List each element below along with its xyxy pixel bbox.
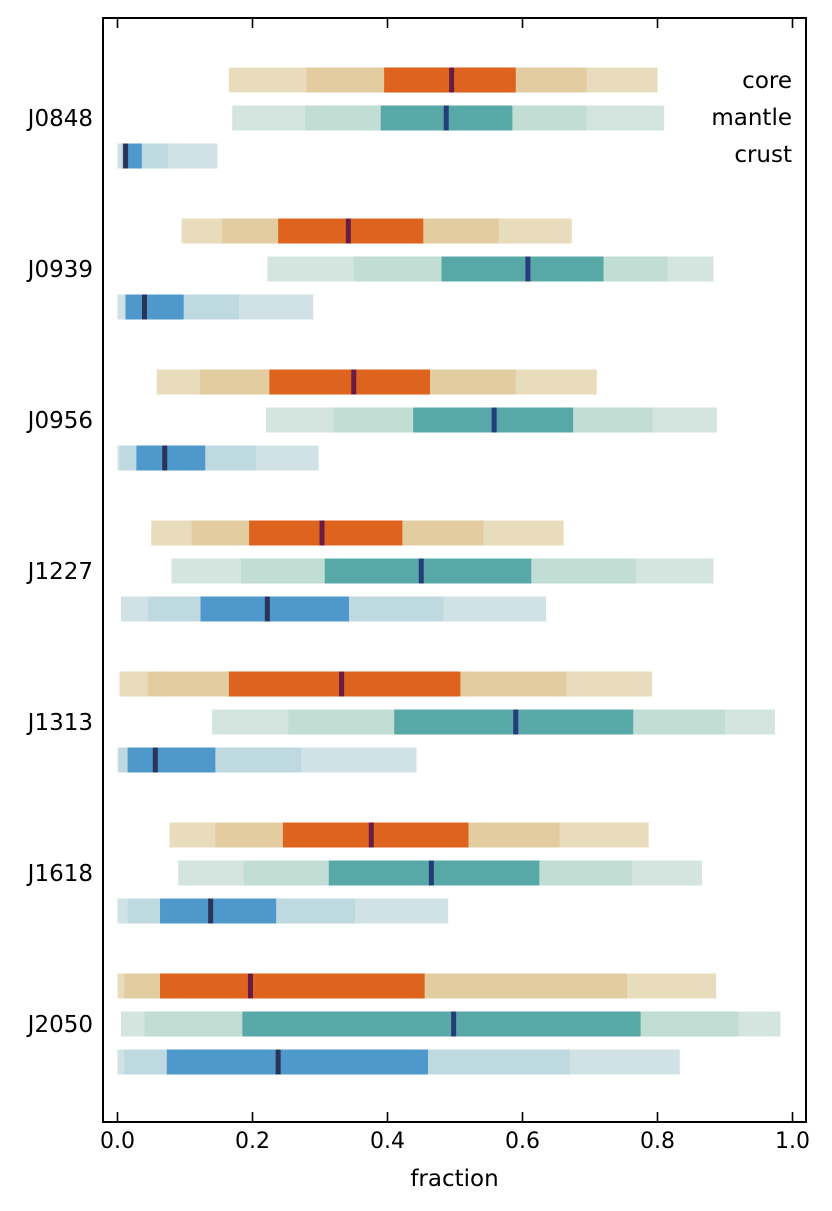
j1227-core-median-mark <box>319 520 325 546</box>
j1227-crust-inner-bar <box>200 596 350 622</box>
j1313-core-inner-bar <box>228 671 461 697</box>
j0939-crust-median-mark <box>142 294 147 320</box>
planet-group-j1227 <box>120 520 714 622</box>
j2050-crust-median-mark <box>275 1049 281 1075</box>
j1227-core-inner-bar <box>249 520 403 546</box>
j2050-mantle-inner-bar <box>242 1011 641 1037</box>
y-tick-label-j0956: J0956 <box>26 408 93 434</box>
y-tick-label-j0939: J0939 <box>26 257 93 283</box>
j1227-crust-median-mark <box>264 596 270 622</box>
y-tick-label-j1313: J1313 <box>26 710 93 736</box>
j1618-crust-inner-bar <box>160 898 277 924</box>
j2050-mantle-median-mark <box>451 1011 457 1037</box>
x-tick-label: 1.0 <box>775 1129 810 1154</box>
j0956-crust-median-mark <box>162 445 168 471</box>
j1618-core-median-mark <box>368 822 374 848</box>
j0939-crust-inner-bar <box>125 294 184 320</box>
x-tick-label: 0.8 <box>640 1129 675 1154</box>
x-tick-label: 0.6 <box>505 1129 540 1154</box>
j1313-crust-median-mark <box>152 747 158 773</box>
axes-layer: 0.0 0.2 0.4 0.6 0.8 1.0 J0848J0939J0956J1227J… <box>26 17 810 1154</box>
j0848-core-median-mark <box>449 67 455 93</box>
j2050-core-inner-bar <box>160 973 425 999</box>
bars-layer <box>117 67 781 1075</box>
planet-group-j1618 <box>117 822 703 924</box>
y-tick-labels: J0848 J0939 J0956 J1227 J1313 J1618 J2050 <box>26 106 93 1038</box>
legend-entry-crust: crust <box>734 142 792 168</box>
planet-group-j0848 <box>117 67 665 169</box>
j0956-mantle-median-mark <box>491 407 497 433</box>
y-tick-label-j2050: J2050 <box>26 1012 93 1038</box>
planet-group-j2050 <box>117 973 781 1075</box>
x-tick-label: 0.2 <box>235 1129 270 1154</box>
j1313-mantle-median-mark <box>513 709 519 735</box>
x-tick-label: 0.4 <box>370 1129 405 1154</box>
j1618-core-inner-bar <box>282 822 469 848</box>
j1227-mantle-inner-bar <box>324 558 532 584</box>
plot-frame <box>102 17 807 1123</box>
j0848-crust-median-mark <box>123 143 129 169</box>
y-tick-label-j1618: J1618 <box>26 861 93 887</box>
legend-entry-mantle: mantle <box>711 105 792 131</box>
x-axis-label: fraction <box>410 1166 498 1192</box>
y-tick-label-j1227: J1227 <box>26 559 93 585</box>
j1618-crust-median-mark <box>208 898 214 924</box>
j1313-crust-inner-bar <box>127 747 216 773</box>
y-tick-label-j0848: J0848 <box>26 106 93 132</box>
j0939-core-median-mark <box>345 218 351 244</box>
planet-group-j0939 <box>117 218 714 320</box>
j1227-mantle-median-mark <box>418 558 424 584</box>
j0939-mantle-inner-bar <box>441 256 604 282</box>
legend: core mantle crust <box>711 68 792 168</box>
j0848-mantle-median-mark <box>443 105 449 131</box>
j0956-crust-inner-bar <box>136 445 206 471</box>
x-tick-label: 0.0 <box>100 1129 135 1154</box>
j0956-core-median-mark <box>351 369 357 395</box>
j0956-core-inner-bar <box>269 369 431 395</box>
planet-group-j1313 <box>117 671 775 773</box>
x-ticks: 0.0 0.2 0.4 0.6 0.8 1.0 <box>100 18 810 1154</box>
j1618-mantle-median-mark <box>428 860 434 886</box>
j2050-core-median-mark <box>247 973 253 999</box>
legend-entry-core: core <box>742 68 792 94</box>
j1313-core-median-mark <box>339 671 345 697</box>
j2050-crust-inner-bar <box>166 1049 429 1075</box>
planet-group-j0956 <box>117 369 717 471</box>
j1618-mantle-inner-bar <box>328 860 540 886</box>
j0939-mantle-median-mark <box>525 256 531 282</box>
